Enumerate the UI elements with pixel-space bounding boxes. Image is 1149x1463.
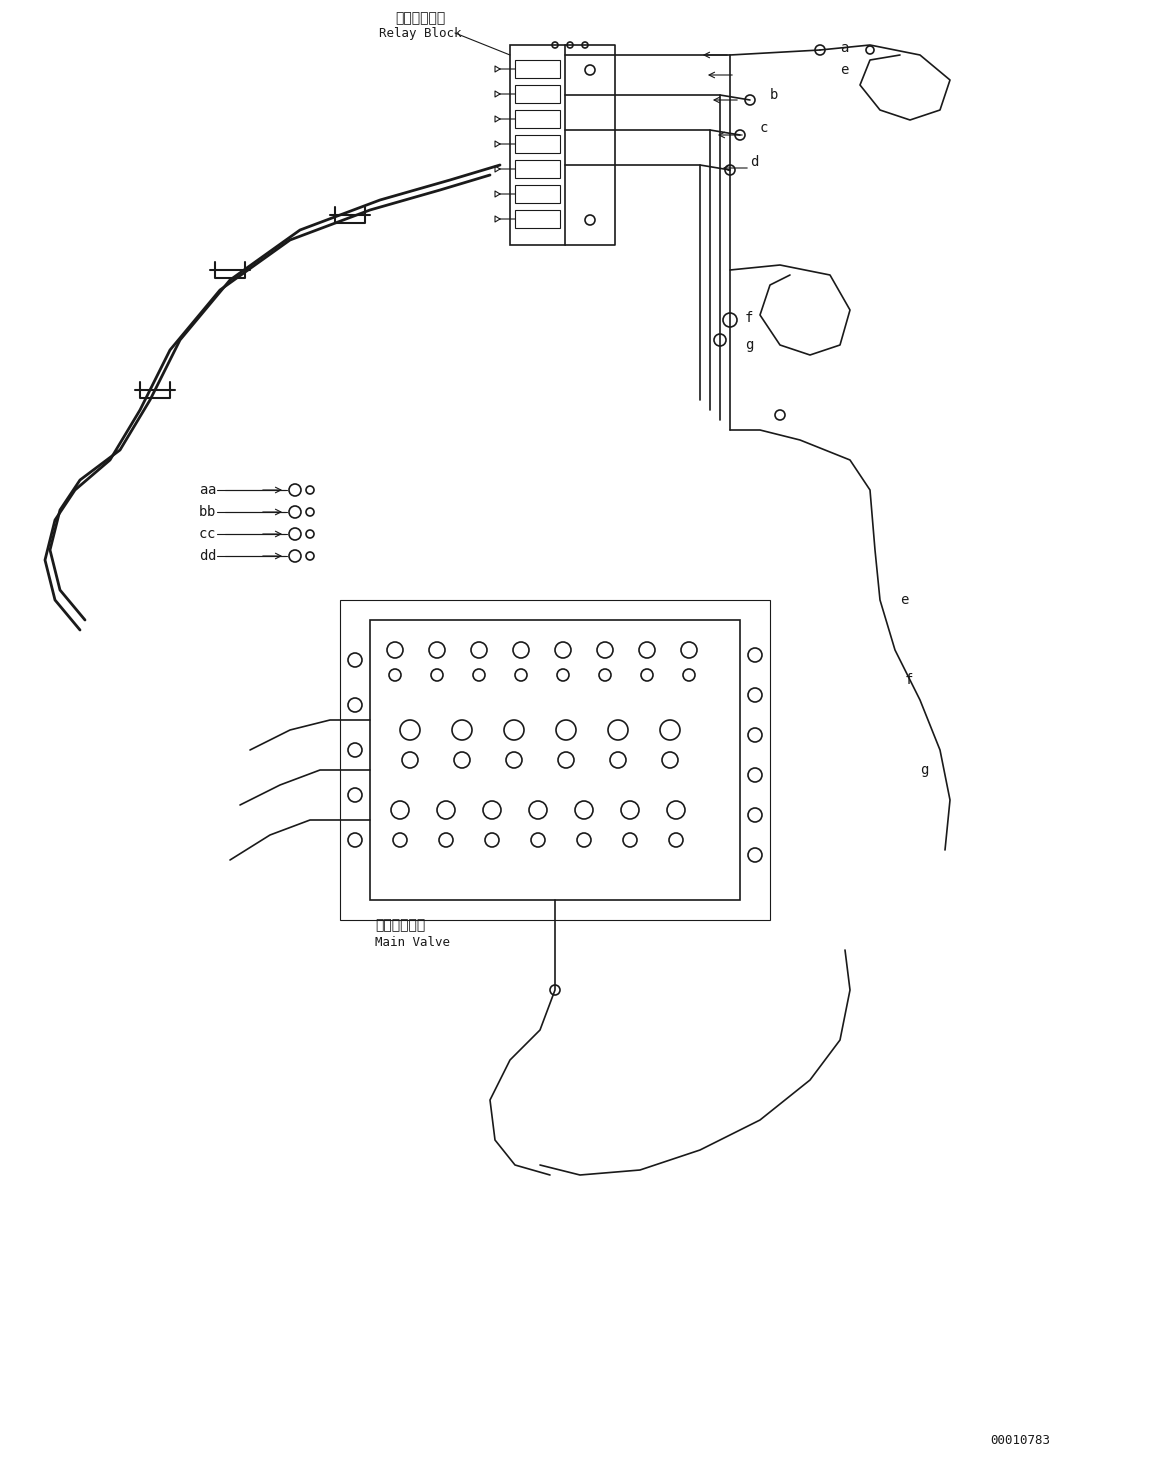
Bar [510,45,565,244]
Text: メインバルブ: メインバルブ [375,917,425,932]
Bar [340,600,770,920]
Text: Main Valve: Main Valve [375,935,450,948]
Text: c: c [207,527,215,541]
Text: b: b [207,505,215,519]
Text: e: e [840,63,848,78]
Text: 中継ブロック: 中継ブロック [395,12,445,25]
Bar [515,60,560,78]
Text: c: c [759,121,769,135]
Bar [515,159,560,178]
Text: d: d [750,155,758,170]
Text: d: d [199,549,207,563]
Text: 00010783: 00010783 [990,1434,1050,1447]
Text: g: g [745,338,754,353]
Text: a: a [199,483,207,497]
Text: a: a [840,41,848,56]
Bar [515,184,560,203]
Text: b: b [770,88,778,102]
Bar [515,110,560,127]
Text: c: c [199,527,207,541]
Text: a: a [207,483,215,497]
Bar [515,85,560,102]
Text: e: e [900,593,909,607]
Bar [515,211,560,228]
Text: f: f [905,673,913,688]
Bar [370,620,740,900]
Bar [515,135,560,154]
Text: d: d [207,549,215,563]
Text: f: f [745,312,754,325]
Text: Relay Block: Relay Block [379,26,461,40]
Text: b: b [199,505,207,519]
Text: g: g [920,764,928,777]
